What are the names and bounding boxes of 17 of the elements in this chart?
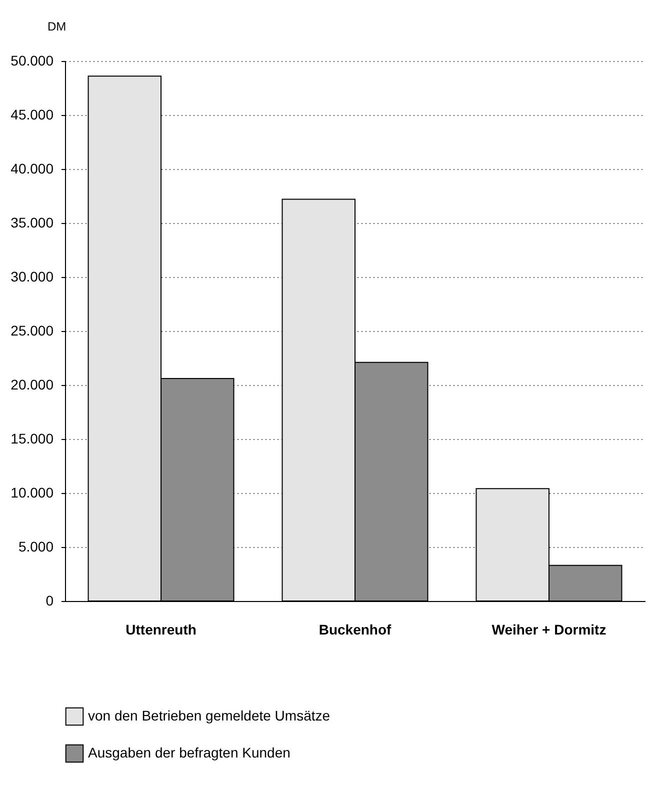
y-tick-label: 30.000 [10, 268, 54, 284]
x-tick-label: Uttenreuth [126, 622, 196, 638]
y-tick-label: 35.000 [10, 214, 54, 230]
x-tick-label: Buckenhof [318, 622, 392, 638]
y-tick-label: 50.000 [10, 52, 54, 68]
y-axis-title: DM [48, 20, 66, 34]
legend-label: von den Betrieben gemeldete Umsätze [88, 708, 330, 724]
y-tick-label: 5.000 [18, 538, 54, 554]
legend-label: Ausgaben der befragten Kunden [88, 744, 290, 760]
y-tick-label: 45.000 [10, 106, 54, 122]
x-tick-label: Weiher + Dormitz [492, 622, 606, 638]
y-tick-label: 25.000 [10, 322, 54, 338]
y-tick-label: 20.000 [10, 376, 54, 392]
y-tick-label: 15.000 [10, 430, 54, 446]
y-tick-label: 10.000 [10, 484, 54, 500]
y-tick-label: 0 [46, 592, 54, 608]
y-tick-label: 40.000 [10, 160, 54, 176]
